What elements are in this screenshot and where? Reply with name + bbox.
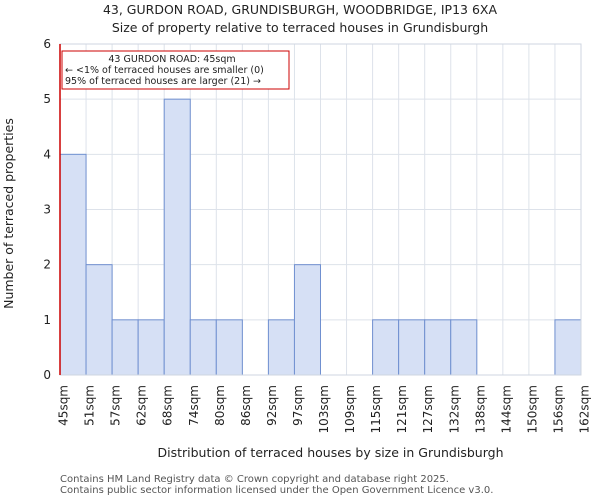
annotation-line-2: ← <1% of terraced houses are smaller (0) — [65, 65, 264, 76]
x-tick-label: 132sqm — [447, 385, 461, 433]
annotation-line-1: 43 GURDON ROAD: 45sqm — [108, 54, 235, 65]
y-axis-label: Number of terraced properties — [1, 118, 16, 309]
x-tick-label: 162sqm — [578, 385, 592, 433]
bar — [450, 319, 478, 376]
x-tick-label: 68sqm — [161, 385, 175, 426]
x-tick-label: 92sqm — [265, 385, 279, 426]
x-tick-label: 57sqm — [109, 385, 123, 426]
x-tick-label: 97sqm — [291, 385, 305, 426]
chart-subtitle: Size of property relative to terraced ho… — [111, 20, 489, 35]
x-tick-label: 138sqm — [473, 385, 487, 433]
bar — [398, 319, 426, 376]
chart-title: 43, GURDON ROAD, GRUNDISBURGH, WOODBRIDG… — [102, 2, 498, 17]
x-tick-label: 115sqm — [369, 385, 383, 433]
x-tick-label: 103sqm — [317, 385, 331, 433]
y-tick-label: 4 — [43, 147, 51, 161]
bar — [267, 319, 295, 376]
x-tick-label: 109sqm — [343, 385, 357, 433]
x-tick-label: 51sqm — [83, 385, 97, 426]
x-tick-label: 45sqm — [57, 385, 71, 426]
x-tick-label: 80sqm — [213, 385, 227, 426]
bar — [372, 319, 400, 376]
y-tick-label: 1 — [43, 313, 51, 327]
x-tick-label: 86sqm — [239, 385, 253, 426]
x-tick-label: 150sqm — [525, 385, 539, 433]
bar — [189, 319, 217, 376]
bar — [137, 319, 165, 376]
y-tick-label: 0 — [43, 368, 51, 382]
x-tick-label: 144sqm — [499, 385, 513, 433]
x-tick-label: 74sqm — [187, 385, 201, 426]
bar — [111, 319, 139, 376]
x-tick-label: 62sqm — [135, 385, 149, 426]
bar — [293, 264, 322, 376]
y-tick-label: 3 — [43, 203, 51, 217]
footer-line-2: Contains public sector information licen… — [60, 485, 494, 496]
bar — [163, 98, 191, 376]
x-tick-label: 127sqm — [421, 385, 435, 433]
annotation-line-3: 95% of terraced houses are larger (21) → — [65, 76, 261, 87]
bar — [554, 319, 582, 376]
bar — [59, 153, 87, 376]
y-tick-label: 2 — [43, 258, 51, 272]
y-tick-label: 6 — [43, 37, 51, 51]
footer-line-1: Contains HM Land Registry data © Crown c… — [60, 474, 449, 485]
x-tick-label: 156sqm — [551, 385, 565, 433]
bar — [424, 319, 452, 376]
bar — [85, 264, 113, 376]
y-tick-label: 5 — [43, 92, 51, 106]
bar — [215, 319, 243, 376]
x-tick-label: 121sqm — [395, 385, 409, 433]
annotation-box — [61, 50, 290, 90]
x-axis-label: Distribution of terraced houses by size … — [158, 445, 504, 460]
